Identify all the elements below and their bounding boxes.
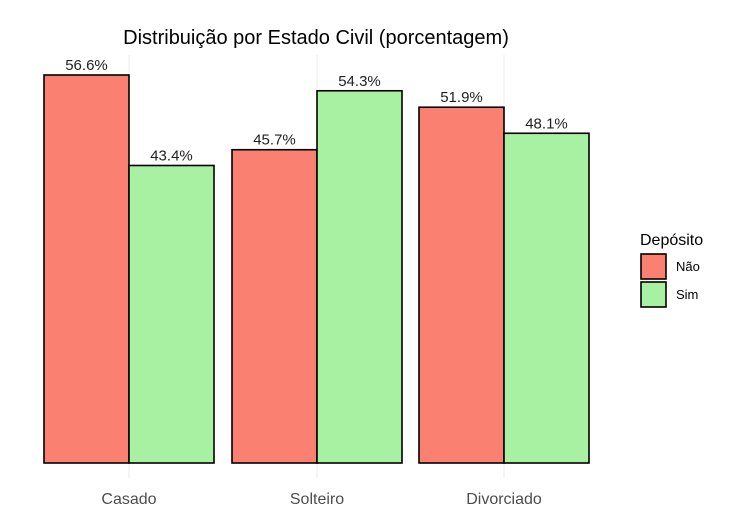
- x-tick-label-casado: Casado: [101, 491, 156, 508]
- data-label-divorciado-nao: 51.9%: [440, 89, 483, 106]
- legend-label-sim: Sim: [676, 287, 698, 302]
- bar-divorciado-sim: [503, 132, 590, 464]
- legend-key-nao: [640, 253, 667, 280]
- legend: Depósito Não Sim: [640, 232, 703, 308]
- bar-casado-sim: [128, 164, 215, 464]
- bar-casado-nao: [43, 74, 130, 464]
- legend-title: Depósito: [640, 232, 703, 249]
- data-label-casado-nao: 56.6%: [65, 57, 108, 74]
- x-tick-label-solteiro: Solteiro: [290, 491, 344, 508]
- data-label-casado-sim: 43.4%: [150, 147, 193, 164]
- bar-divorciado-nao: [418, 106, 505, 464]
- legend-key-sim: [640, 281, 667, 308]
- data-label-solteiro-sim: 54.3%: [338, 73, 381, 90]
- bar-solteiro-sim: [316, 89, 403, 464]
- chart-title: Distribuição por Estado Civil (porcentag…: [123, 27, 509, 49]
- legend-items: Não Sim: [640, 253, 700, 308]
- legend-label-nao: Não: [676, 259, 700, 274]
- bars: [43, 74, 590, 464]
- data-label-solteiro-nao: 45.7%: [253, 132, 296, 149]
- x-axis-tick-labels: Casado Solteiro Divorciado: [101, 491, 541, 508]
- data-label-divorciado-sim: 48.1%: [525, 115, 568, 132]
- x-tick-label-divorciado: Divorciado: [466, 491, 542, 508]
- bar-solteiro-nao: [231, 148, 318, 464]
- data-labels: 56.6% 43.4% 45.7% 54.3% 51.9% 48.1%: [65, 57, 568, 164]
